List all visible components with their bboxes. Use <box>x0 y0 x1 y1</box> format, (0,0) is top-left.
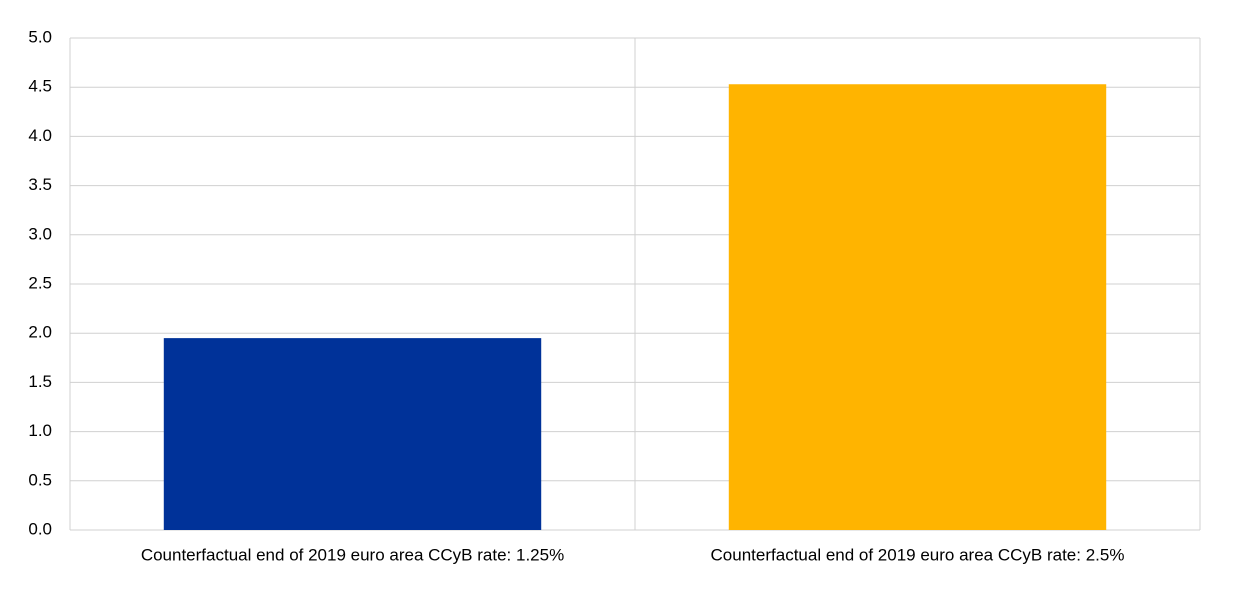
y-tick-label: 1.0 <box>28 421 52 440</box>
y-tick-label: 0.5 <box>28 470 52 489</box>
bar <box>728 84 1107 531</box>
y-tick-label: 0.0 <box>28 519 52 538</box>
y-tick-label: 3.5 <box>28 175 52 194</box>
y-tick-label: 2.0 <box>28 323 52 342</box>
x-tick-label: Counterfactual end of 2019 euro area CCy… <box>141 545 564 564</box>
y-tick-label: 5.0 <box>28 27 52 46</box>
y-tick-label: 1.5 <box>28 372 52 391</box>
y-tick-label: 3.0 <box>28 224 52 243</box>
bar <box>163 338 542 530</box>
x-tick-label: Counterfactual end of 2019 euro area CCy… <box>711 545 1125 564</box>
y-tick-label: 4.0 <box>28 126 52 145</box>
y-tick-label: 4.5 <box>28 77 52 96</box>
y-tick-label: 2.5 <box>28 273 52 292</box>
